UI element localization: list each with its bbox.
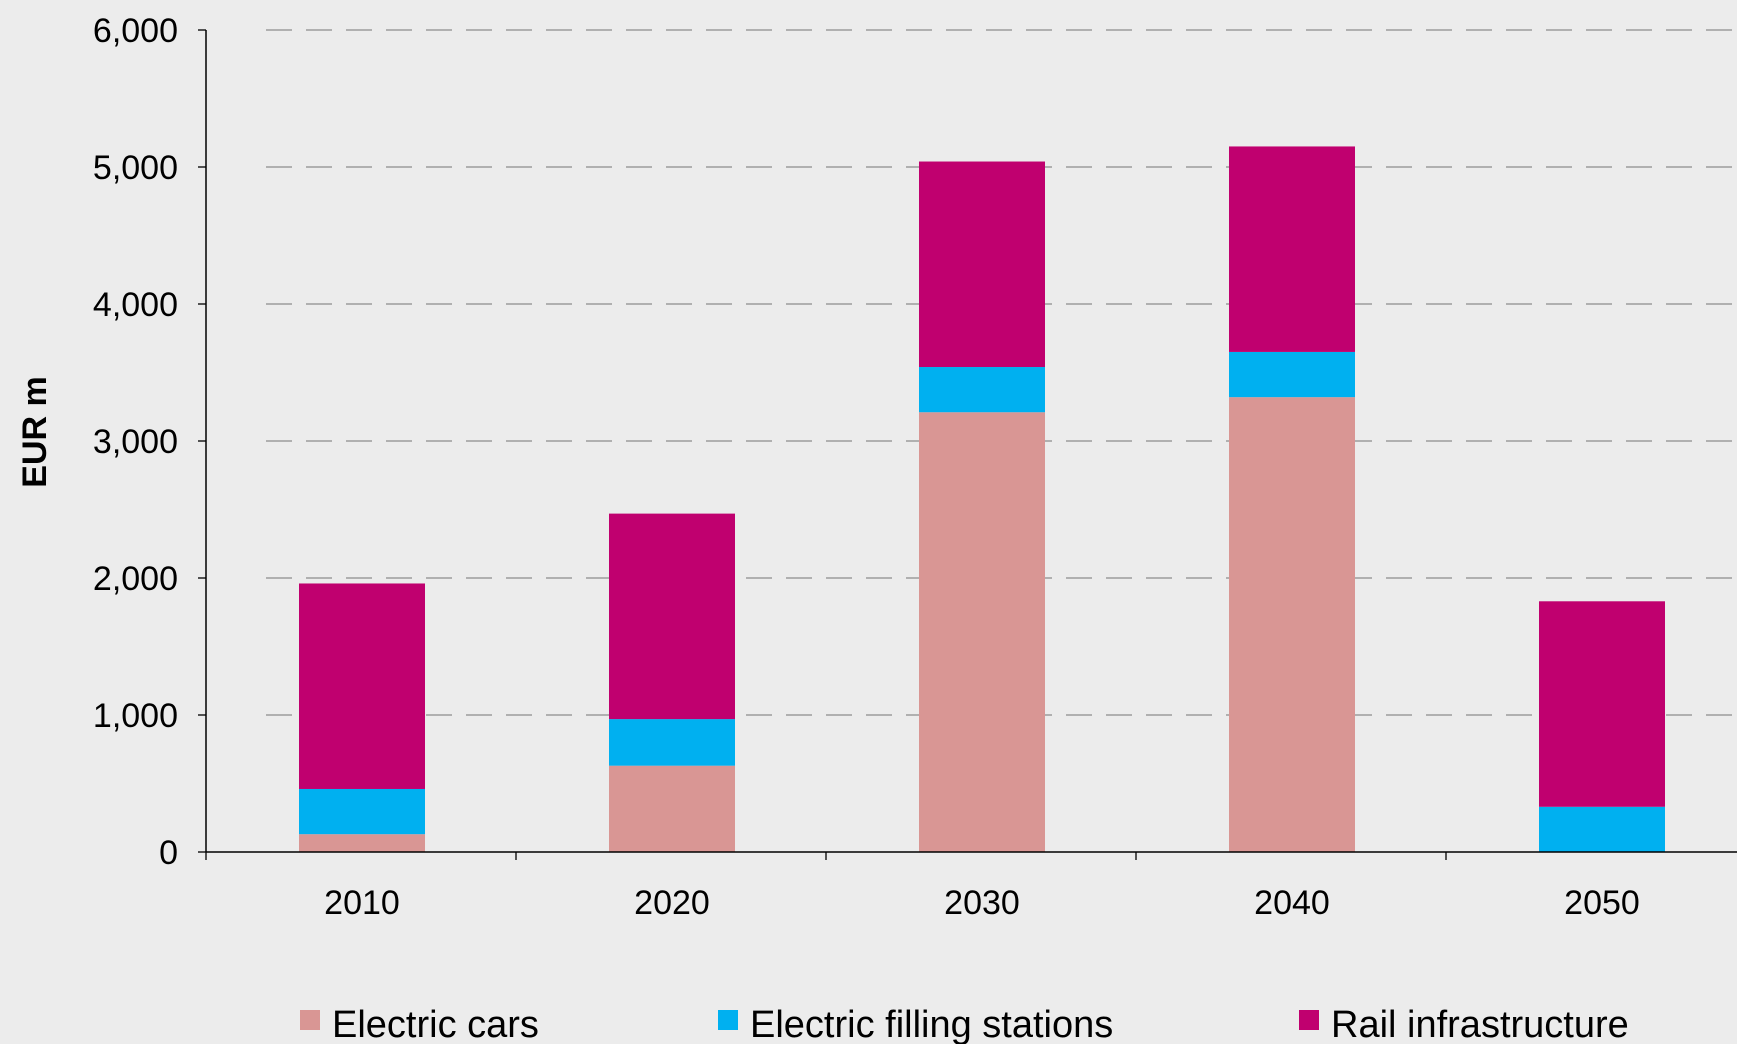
- x-tick-labels: 2010 2020 2030 2040 2050: [324, 884, 1640, 922]
- bar-segment-rail-infrastructure-2040: [1229, 146, 1355, 352]
- bar-segment-electric-filling-stations-2030: [919, 367, 1045, 412]
- y-tick-label: 4,000: [93, 286, 178, 324]
- y-tick-label: 5,000: [93, 149, 178, 187]
- legend: Electric cars Electric filling stations Ra…: [300, 1004, 1629, 1044]
- legend-swatch: [718, 1010, 738, 1030]
- x-tick-label: 2050: [1564, 884, 1640, 922]
- y-tick-label: 2,000: [93, 560, 178, 598]
- y-tick-label: 3,000: [93, 423, 178, 461]
- x-tick-label: 2030: [944, 884, 1020, 922]
- bar-segment-electric-cars-2030: [919, 412, 1045, 852]
- y-tick-label: 0: [159, 834, 178, 872]
- bar-segment-rail-infrastructure-2010: [299, 583, 425, 789]
- legend-swatch: [1299, 1010, 1319, 1030]
- bar-segment-electric-filling-stations-2040: [1229, 352, 1355, 397]
- y-axis-title: EUR m: [16, 376, 54, 487]
- bar-segment-electric-cars-2040: [1229, 397, 1355, 852]
- legend-label: Rail infrastructure: [1331, 1004, 1629, 1044]
- legend-label: Electric cars: [332, 1004, 539, 1044]
- bar-segment-electric-filling-stations-2050: [1539, 807, 1665, 852]
- bar-segment-electric-cars-2010: [299, 834, 425, 852]
- legend-label: Electric filling stations: [750, 1004, 1113, 1044]
- y-tick-labels: 0 1,000 2,000 3,000 4,000 5,000 6,000: [93, 12, 178, 872]
- x-tick-label: 2020: [634, 884, 710, 922]
- bar-segment-electric-filling-stations-2010: [299, 789, 425, 834]
- bar-segment-electric-filling-stations-2020: [609, 719, 735, 766]
- x-tick-label: 2010: [324, 884, 400, 922]
- x-tick-label: 2040: [1254, 884, 1330, 922]
- bars: [299, 146, 1665, 852]
- bar-segment-rail-infrastructure-2050: [1539, 601, 1665, 807]
- bar-segment-electric-cars-2020: [609, 766, 735, 852]
- y-tick-label: 1,000: [93, 697, 178, 735]
- bar-segment-rail-infrastructure-2030: [919, 162, 1045, 368]
- legend-swatch: [300, 1010, 320, 1030]
- y-tick-label: 6,000: [93, 12, 178, 50]
- bar-segment-rail-infrastructure-2020: [609, 514, 735, 720]
